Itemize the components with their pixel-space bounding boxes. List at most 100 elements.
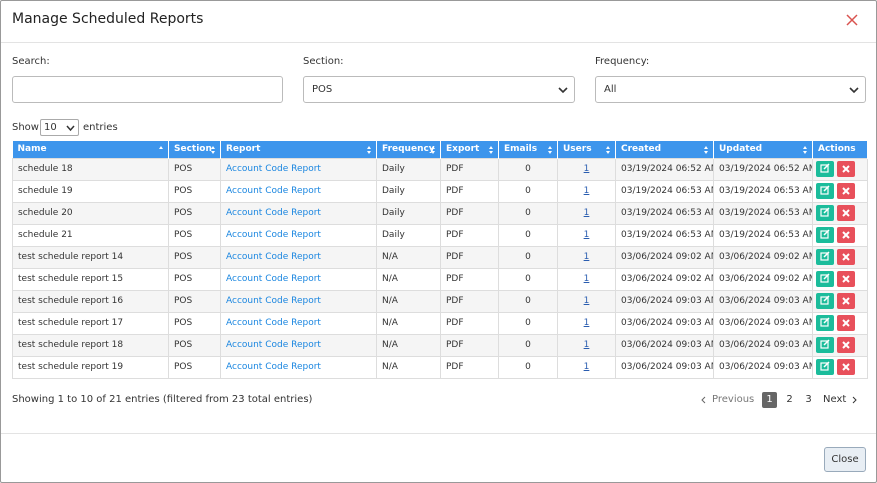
table-cell: 0 [499,224,558,246]
page-button[interactable]: 3 [801,392,816,408]
users-link[interactable]: 1 [584,252,590,262]
edit-button[interactable] [816,337,834,353]
column-header[interactable]: Name [13,141,169,158]
section-select[interactable]: POS [303,76,575,103]
cell-text: 0 [525,164,531,174]
page-button[interactable]: 1 [762,392,777,408]
users-link[interactable]: 1 [584,186,590,196]
report-link[interactable]: Account Code Report [226,296,321,306]
table-cell: schedule 18 [13,158,169,180]
edit-button[interactable] [816,205,834,221]
search-input[interactable] [12,76,283,103]
cell-text: 03/06/2024 09:02 AM [719,252,813,262]
delete-button[interactable] [837,161,855,177]
table-cell: Account Code Report [221,268,377,290]
table-cell: 03/19/2024 06:53 AM [616,180,714,202]
close-icon[interactable] [846,14,858,26]
table-cell: Daily [377,158,441,180]
divider [1,42,876,43]
header-text: Report [226,144,260,154]
cell-text: 03/06/2024 09:03 AM [621,340,714,350]
report-link[interactable]: Account Code Report [226,252,321,262]
delete-button[interactable] [837,183,855,199]
cell-text: test schedule report 15 [18,274,123,284]
cell-text: 03/06/2024 09:03 AM [719,318,813,328]
next-button[interactable]: Next [823,394,846,405]
edit-button[interactable] [816,359,834,375]
users-link[interactable]: 1 [584,230,590,240]
table-row: test schedule report 17POSAccount Code R… [13,312,868,334]
column-header[interactable]: Report [221,141,377,158]
actions-cell [813,312,868,334]
previous-button[interactable]: Previous [712,394,754,405]
column-header[interactable]: Created [616,141,714,158]
delete-button[interactable] [837,205,855,221]
column-header[interactable]: Export [441,141,499,158]
sort-icon [431,146,436,154]
column-header[interactable]: Emails [499,141,558,158]
report-link[interactable]: Account Code Report [226,362,321,372]
delete-button[interactable] [837,337,855,353]
table-cell: 1 [558,290,616,312]
users-link[interactable]: 1 [584,208,590,218]
actions-cell [813,268,868,290]
delete-button[interactable] [837,293,855,309]
table-cell: 1 [558,224,616,246]
edit-button[interactable] [816,271,834,287]
length-select[interactable]: 10 [40,119,79,136]
users-link[interactable]: 1 [584,362,590,372]
edit-button[interactable] [816,227,834,243]
table-cell: Daily [377,180,441,202]
column-header[interactable]: Updated [714,141,813,158]
users-link[interactable]: 1 [584,274,590,284]
close-button[interactable]: Close [824,447,866,472]
page-button[interactable]: 2 [782,392,797,408]
edit-button[interactable] [816,161,834,177]
delete-button[interactable] [837,359,855,375]
reports-table: NameSection Report FrequencyExportEmailsUs… [12,141,868,379]
report-link[interactable]: Account Code Report [226,208,321,218]
report-link[interactable]: Account Code Report [226,164,321,174]
table-cell: PDF [441,158,499,180]
edit-icon [816,183,834,199]
table-cell: POS [169,180,221,202]
edit-button[interactable] [816,249,834,265]
edit-button[interactable] [816,183,834,199]
column-header[interactable]: Section [169,141,221,158]
table-cell: 1 [558,334,616,356]
delete-button[interactable] [837,249,855,265]
cell-text: 0 [525,274,531,284]
table-cell: PDF [441,334,499,356]
report-link[interactable]: Account Code Report [226,340,321,350]
table-cell: 03/19/2024 06:53 AM [714,180,813,202]
cell-text: PDF [446,318,464,328]
users-link[interactable]: 1 [584,318,590,328]
table-cell: POS [169,334,221,356]
edit-button[interactable] [816,293,834,309]
column-header[interactable]: Users [558,141,616,158]
table-cell: 03/06/2024 09:03 AM [714,312,813,334]
users-link[interactable]: 1 [584,340,590,350]
table-cell: 03/19/2024 06:53 AM [616,202,714,224]
frequency-select[interactable]: All [595,76,866,103]
delete-button[interactable] [837,227,855,243]
delete-button[interactable] [837,271,855,287]
table-cell: POS [169,224,221,246]
report-link[interactable]: Account Code Report [226,318,321,328]
table-cell: N/A [377,246,441,268]
report-link[interactable]: Account Code Report [226,186,321,196]
cell-text: Daily [382,164,405,174]
table-cell: Account Code Report [221,158,377,180]
report-link[interactable]: Account Code Report [226,230,321,240]
table-cell: schedule 21 [13,224,169,246]
users-link[interactable]: 1 [584,296,590,306]
users-link[interactable]: 1 [584,164,590,174]
table-cell: 1 [558,268,616,290]
edit-button[interactable] [816,315,834,331]
table-cell: 03/06/2024 09:03 AM [616,312,714,334]
column-header[interactable]: Frequency [377,141,441,158]
cell-text: PDF [446,164,464,174]
delete-button[interactable] [837,315,855,331]
cell-text: Daily [382,208,405,218]
report-link[interactable]: Account Code Report [226,274,321,284]
